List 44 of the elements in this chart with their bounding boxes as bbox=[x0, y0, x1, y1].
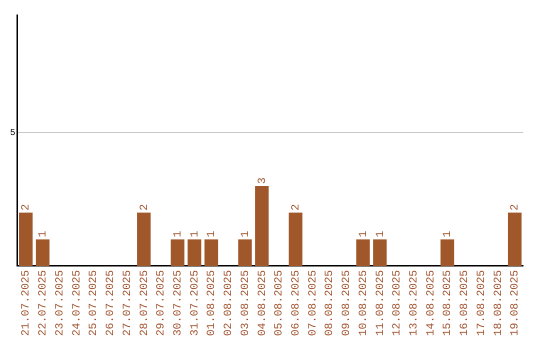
x-tick-label: 16.08.2025 bbox=[459, 270, 472, 336]
x-tick-label: 15.08.2025 bbox=[442, 270, 454, 336]
x-tick-label: 08.08.2025 bbox=[324, 270, 336, 336]
data-label: 1 bbox=[172, 230, 184, 238]
x-tick-label: 06.08.2025 bbox=[290, 270, 302, 336]
data-label: 2 bbox=[20, 204, 33, 211]
x-tick-label: 12.08.2025 bbox=[392, 270, 404, 336]
x-tick-label: 30.07.2025 bbox=[172, 270, 184, 336]
x-tick-label: 09.08.2025 bbox=[341, 270, 354, 336]
data-label: 3 bbox=[256, 177, 269, 184]
data-label: 2 bbox=[510, 204, 522, 211]
x-tick-label: 05.08.2025 bbox=[274, 270, 286, 336]
x-tick-label: 02.08.2025 bbox=[223, 270, 236, 336]
x-tick-label: 24.07.2025 bbox=[71, 270, 84, 336]
data-label: 1 bbox=[38, 230, 50, 238]
y-tick-label: 5 bbox=[10, 128, 16, 138]
x-tick-label: 31.07.2025 bbox=[189, 270, 202, 336]
x-tick-label: 21.07.2025 bbox=[20, 270, 33, 336]
x-tick-label: 11.08.2025 bbox=[374, 270, 387, 336]
data-label: 1 bbox=[206, 230, 218, 238]
data-label: 2 bbox=[138, 204, 151, 211]
x-tick-label: 22.07.2025 bbox=[38, 270, 50, 336]
x-tick-label: 27.07.2025 bbox=[122, 270, 134, 336]
data-label: 1 bbox=[358, 230, 370, 238]
x-tick-label: 07.08.2025 bbox=[307, 270, 320, 336]
x-tick-label: 25.07.2025 bbox=[88, 270, 100, 336]
data-label: 1 bbox=[442, 230, 454, 238]
data-label: 1 bbox=[189, 230, 202, 238]
x-tick-label: 01.08.2025 bbox=[206, 270, 218, 336]
x-tick-label: 17.08.2025 bbox=[476, 270, 488, 336]
x-tick-label: 28.07.2025 bbox=[138, 270, 151, 336]
data-label: 1 bbox=[240, 230, 252, 238]
x-tick-label: 23.07.2025 bbox=[54, 270, 66, 336]
data-label: 1 bbox=[374, 230, 387, 238]
x-tick-label: 13.08.2025 bbox=[408, 270, 421, 336]
x-tick-label: 18.08.2025 bbox=[492, 270, 505, 336]
x-tick-label: 19.08.2025 bbox=[510, 270, 522, 336]
data-label: 2 bbox=[290, 204, 302, 211]
x-tick-label: 04.08.2025 bbox=[256, 270, 269, 336]
x-tick-label: 14.08.2025 bbox=[425, 270, 438, 336]
x-tick-label: 03.08.2025 bbox=[240, 270, 252, 336]
x-tick-label: 10.08.2025 bbox=[358, 270, 370, 336]
x-tick-label: 26.07.2025 bbox=[105, 270, 118, 336]
x-tick-label: 29.07.2025 bbox=[156, 270, 168, 336]
